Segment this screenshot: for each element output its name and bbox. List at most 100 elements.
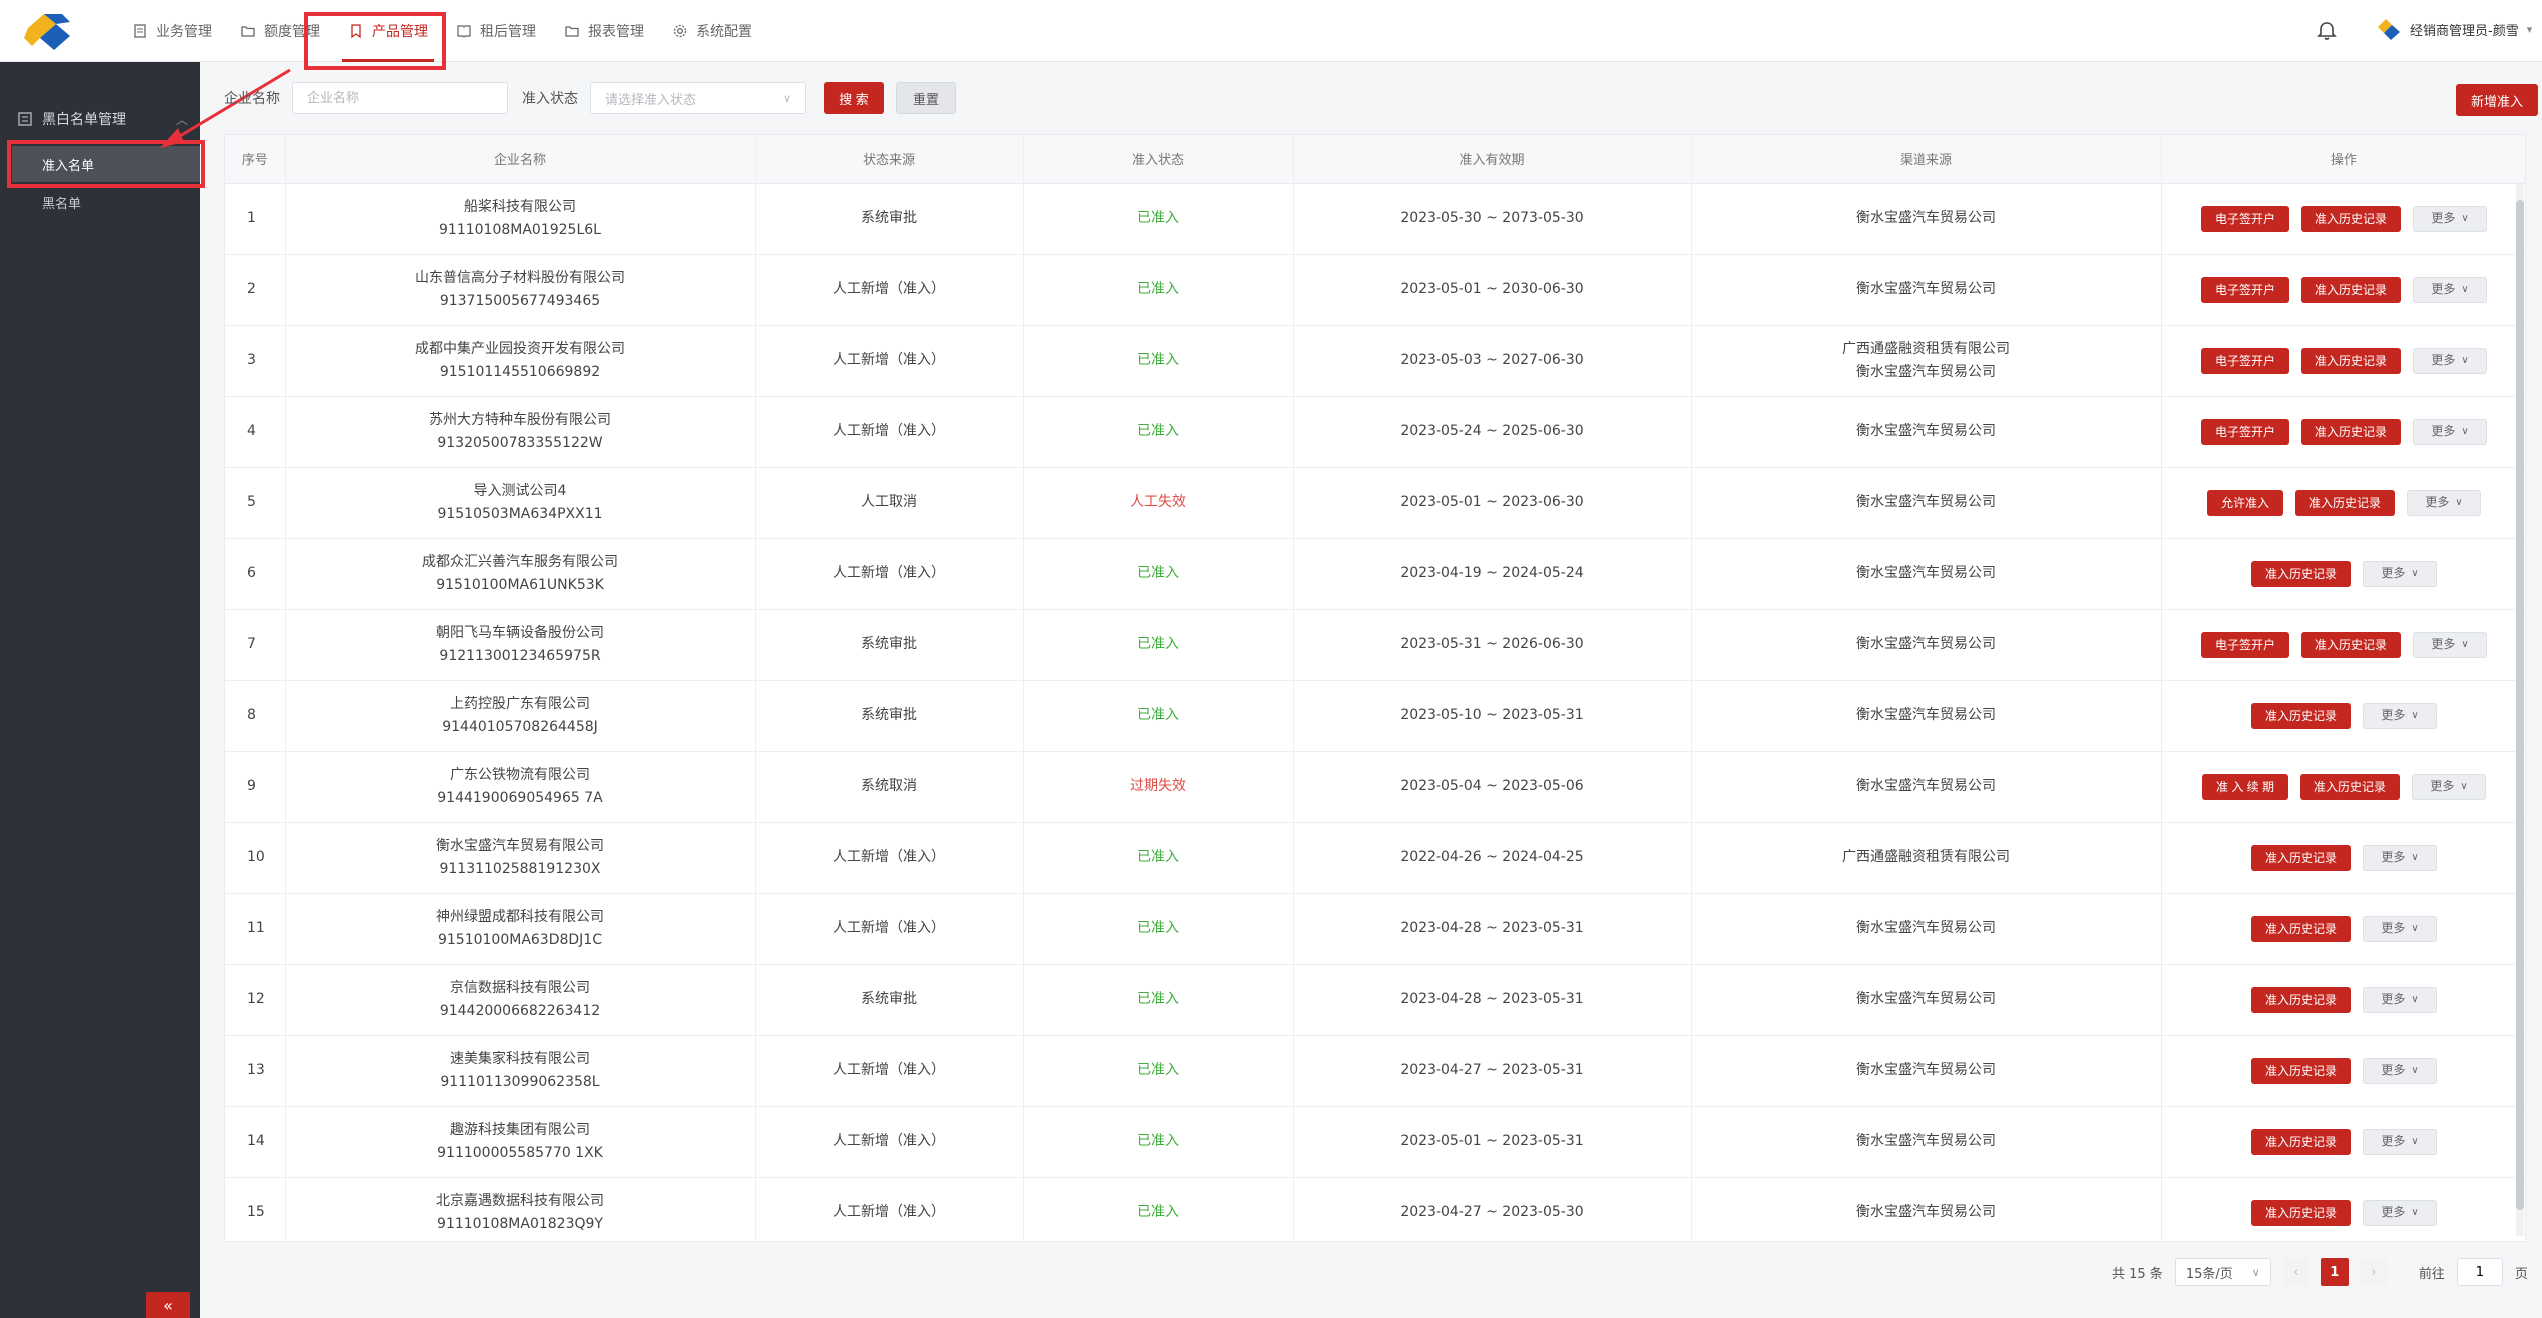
action-button[interactable]: 准入历史记录 (2301, 347, 2402, 374)
scrollbar-thumb[interactable] (2516, 200, 2524, 1210)
more-button[interactable]: 更多 ∨ (2407, 489, 2482, 516)
action-button[interactable]: 准入历史记录 (2250, 844, 2351, 871)
action-button[interactable]: 准入历史记录 (2295, 489, 2396, 516)
more-button[interactable]: 更多 ∨ (2363, 560, 2437, 587)
search-button[interactable]: 搜 索 (824, 82, 884, 114)
company-name: 成都中集产业园投资开发有限公司 (415, 340, 625, 357)
sidebar-item-blacklist[interactable]: 黑名单 (12, 184, 200, 220)
action-button[interactable]: 准入历史记录 (2250, 1199, 2351, 1226)
action-button[interactable]: 准入历史记录 (2250, 1057, 2351, 1084)
page-size-select[interactable]: 15条/页 ∨ (2174, 1258, 2271, 1286)
more-button[interactable]: 更多 ∨ (2363, 986, 2437, 1013)
action-button[interactable]: 准入历史记录 (2250, 560, 2351, 587)
validity-period: 2023-05-01 ~ 2023-06-30 (1293, 467, 1692, 539)
chevron-down-icon: ∨ (2411, 923, 2419, 934)
company-cell: 北京嘉遇数据科技有限公司 91110108MA01823Q9Y (285, 1177, 756, 1241)
prev-page-button[interactable]: ‹ (2282, 1258, 2309, 1286)
user-menu[interactable]: 经销商管理员-颜雪 ▾ (2376, 16, 2532, 42)
more-button[interactable]: 更多 ∨ (2413, 276, 2488, 303)
action-button[interactable]: 电子签开户 (2200, 418, 2289, 445)
column-header: 渠道来源 (1691, 135, 2162, 184)
nav-item-1[interactable]: 额度管理 (226, 0, 334, 62)
more-button[interactable]: 更多 ∨ (2363, 844, 2437, 871)
table-row: 14 趣游科技集团有限公司 911100005585770 1XK 人工新增（准入）已… (225, 1106, 2525, 1178)
row-number: 11 (225, 893, 286, 965)
bell-icon[interactable] (2316, 20, 2338, 42)
company-cell: 上药控股广东有限公司 91440105708264458J (285, 680, 756, 752)
company-credit-code: 91440105708264458J (442, 718, 598, 735)
more-label: 更多 (2381, 566, 2406, 580)
action-button[interactable]: 准入历史记录 (2250, 986, 2351, 1013)
logo-icon[interactable] (22, 10, 76, 54)
status-select[interactable]: 请选择准入状态 ∨ (590, 82, 806, 114)
action-button[interactable]: 电子签开户 (2200, 631, 2289, 658)
more-button[interactable]: 更多 ∨ (2363, 1128, 2437, 1155)
nav-item-0[interactable]: 业务管理 (118, 0, 226, 62)
nav-item-label: 业务管理 (156, 24, 212, 40)
action-button[interactable]: 准入历史记录 (2301, 276, 2402, 303)
action-button[interactable]: 电子签开户 (2200, 347, 2289, 374)
next-page-button[interactable]: › (2360, 1258, 2387, 1286)
validity-period: 2023-05-30 ~ 2073-05-30 (1293, 183, 1692, 255)
goto-page-input[interactable] (2456, 1258, 2503, 1286)
more-label: 更多 (2381, 1134, 2406, 1148)
table-scrollbar[interactable] (2516, 184, 2524, 1236)
row-actions: 准 入 续 期准入历史记录 更多 ∨ (2162, 773, 2526, 800)
status-source: 系统审批 (755, 680, 1024, 752)
row-actions: 电子签开户 准入历史记录 更多 ∨ (2162, 347, 2526, 374)
validity-period: 2023-05-01 ~ 2023-05-31 (1293, 1106, 1692, 1178)
validity-period: 2023-05-04 ~ 2023-05-06 (1293, 751, 1692, 823)
nav-item-3[interactable]: 租后管理 (442, 0, 550, 62)
company-name: 成都众汇兴善汽车服务有限公司 (422, 553, 618, 570)
channel-source: 衡水宝盛汽车贸易公司 (1856, 1062, 1996, 1078)
action-button[interactable]: 准入历史记录 (2301, 631, 2402, 658)
channel-cell: 衡水宝盛汽车贸易公司 (1691, 467, 2162, 539)
actions-cell: 准入历史记录 更多 ∨ (2161, 1106, 2525, 1178)
nav-item-2[interactable]: 产品管理 (334, 0, 442, 62)
more-button[interactable]: 更多 ∨ (2413, 347, 2488, 374)
validity-period: 2023-04-28 ~ 2023-05-31 (1293, 893, 1692, 965)
status-source: 人工新增（准入） (755, 1035, 1024, 1107)
company-cell: 速美集家科技有限公司 91110113099062358L (285, 1035, 756, 1107)
sidebar-item-whitelist[interactable]: 准入名单 (12, 146, 200, 182)
more-button[interactable]: 更多 ∨ (2363, 702, 2437, 729)
page-number-current[interactable]: 1 (2320, 1258, 2349, 1286)
more-button[interactable]: 更多 ∨ (2363, 1057, 2437, 1084)
action-button[interactable]: 允许准入 (2206, 489, 2283, 516)
collapse-sidebar-button[interactable]: « (146, 1292, 190, 1318)
more-label: 更多 (2431, 353, 2456, 367)
user-name: 经销商管理员-颜雪 (2410, 23, 2519, 39)
more-button[interactable]: 更多 ∨ (2363, 915, 2437, 942)
action-button[interactable]: 电子签开户 (2200, 276, 2289, 303)
company-name-input[interactable] (292, 82, 508, 114)
table-row: 6 成都众汇兴善汽车服务有限公司 91510100MA61UNK53K 人工新增（准入… (225, 538, 2525, 610)
company-credit-code: 91510100MA61UNK53K (436, 576, 604, 593)
action-button[interactable]: 准入历史记录 (2250, 702, 2351, 729)
action-button[interactable]: 准入历史记录 (2250, 1128, 2351, 1155)
company-name: 苏州大方特种车股份有限公司 (429, 411, 611, 428)
action-button[interactable]: 准入历史记录 (2301, 205, 2402, 232)
more-button[interactable]: 更多 ∨ (2413, 205, 2488, 232)
table-header: 序号 企业名称 状态来源 准入状态 准入有效期 渠道来源 操作 (225, 135, 2525, 184)
chevron-down-icon: ∨ (2461, 355, 2469, 366)
more-button[interactable]: 更多 ∨ (2413, 418, 2488, 445)
more-button[interactable]: 更多 ∨ (2363, 1199, 2437, 1226)
more-button[interactable]: 更多 ∨ (2413, 631, 2488, 658)
action-button[interactable]: 准入历史记录 (2250, 915, 2351, 942)
row-number: 6 (225, 538, 286, 610)
reset-button[interactable]: 重置 (896, 82, 956, 114)
more-button[interactable]: 更多 ∨ (2412, 773, 2487, 800)
action-button[interactable]: 电子签开户 (2200, 205, 2289, 232)
actions-cell: 准入历史记录 更多 ∨ (2161, 1035, 2525, 1107)
nav-item-5[interactable]: 系统配置 (658, 0, 766, 62)
action-button[interactable]: 准入历史记录 (2300, 773, 2401, 800)
status-source: 系统审批 (755, 964, 1024, 1036)
action-button[interactable]: 准入历史记录 (2301, 418, 2402, 445)
nav-item-4[interactable]: 报表管理 (550, 0, 658, 62)
add-admission-button[interactable]: 新增准入 (2456, 84, 2538, 116)
sidebar-group-blackwhite[interactable]: 黑白名单管理 ︿ (18, 106, 188, 132)
status-source: 人工取消 (755, 467, 1024, 539)
action-button[interactable]: 准 入 续 期 (2201, 773, 2288, 800)
status-source: 人工新增（准入） (755, 1177, 1024, 1241)
actions-cell: 准入历史记录 更多 ∨ (2161, 1177, 2525, 1241)
